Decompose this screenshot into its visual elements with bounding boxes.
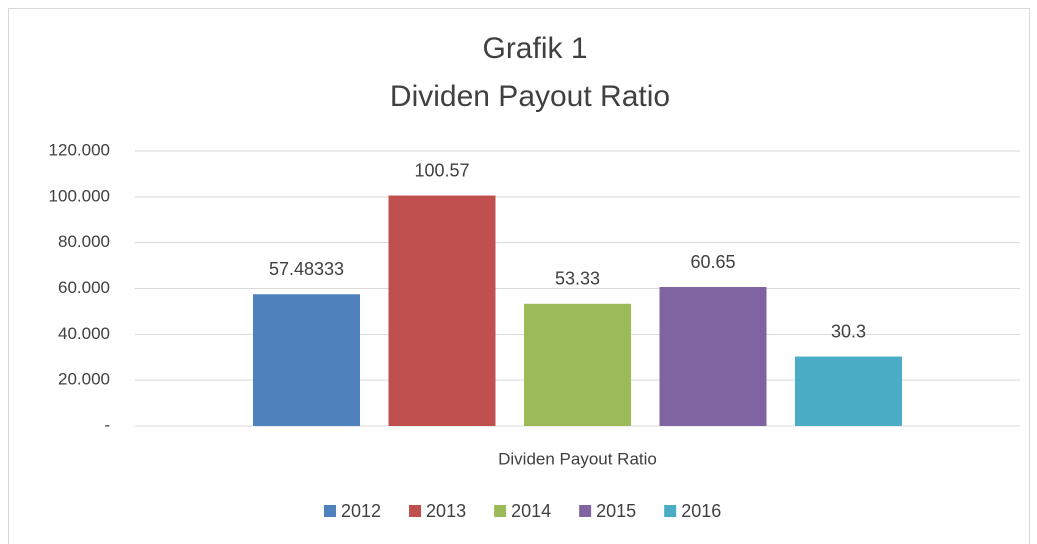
chart-title: Grafik 1 — [482, 32, 587, 65]
chart-subtitle: Dividen Payout Ratio — [390, 80, 670, 113]
bar — [659, 287, 767, 426]
legend-swatch — [409, 505, 422, 517]
data-label: 30.3 — [831, 321, 866, 341]
legend-label: 2014 — [511, 501, 551, 521]
y-tick-label: 80.000 — [58, 232, 110, 251]
y-tick-label: 60.000 — [58, 278, 110, 297]
legend-label: 2013 — [426, 501, 466, 521]
y-tick-label: - — [104, 415, 110, 434]
legend-label: 2015 — [596, 501, 636, 521]
y-tick-label: 40.000 — [58, 324, 110, 343]
data-label: 100.57 — [414, 160, 469, 180]
bar — [253, 294, 360, 426]
legend-swatch — [324, 505, 336, 517]
chart-border — [8, 8, 1030, 544]
y-tick-label: 120.000 — [49, 140, 110, 159]
bar — [795, 356, 902, 426]
y-tick-label: 100.000 — [49, 186, 110, 205]
data-label: 53.33 — [555, 269, 600, 289]
legend-label: 2012 — [341, 501, 381, 521]
x-tick-label: Dividen Payout Ratio — [498, 449, 657, 468]
y-tick-label: 20.000 — [58, 370, 110, 389]
legend-swatch — [579, 505, 592, 517]
legend-swatch — [494, 505, 507, 517]
legend-swatch — [664, 505, 677, 517]
data-label: 60.65 — [690, 252, 735, 272]
bar — [524, 303, 631, 426]
legend-label: 2016 — [681, 501, 721, 521]
bar — [388, 195, 496, 426]
data-label: 57.48333 — [269, 259, 344, 279]
